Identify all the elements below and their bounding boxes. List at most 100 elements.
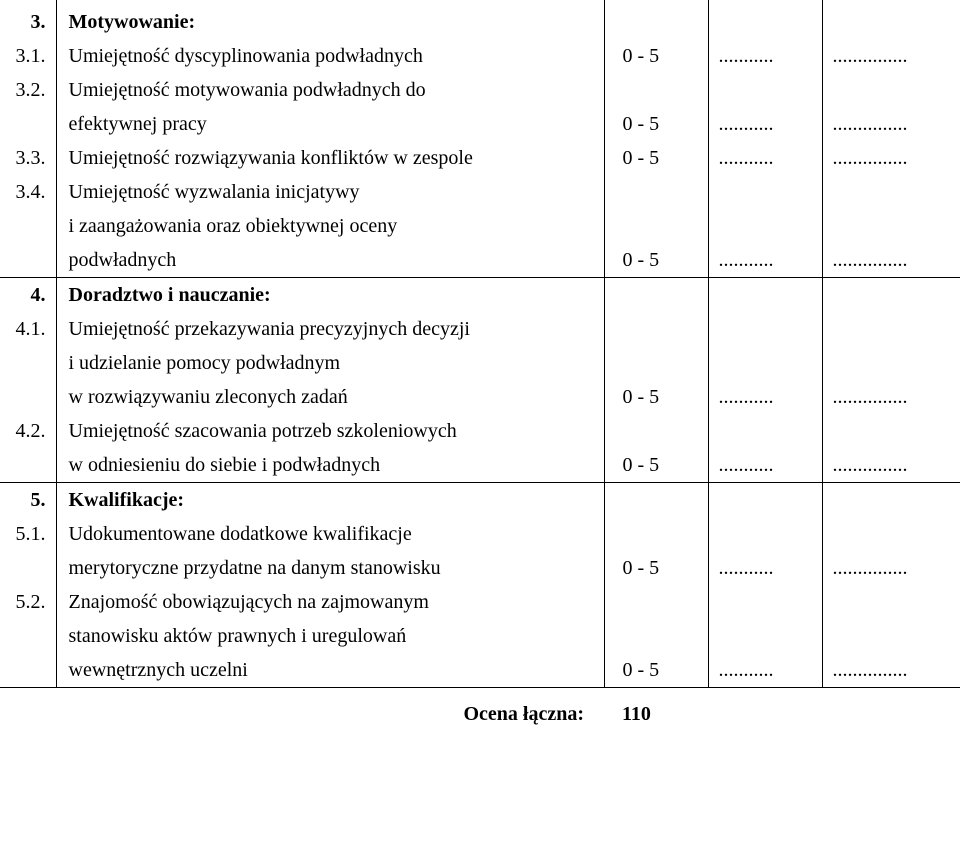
row-text: Umiejętność rozwiązywania konfliktów w z… bbox=[56, 141, 604, 175]
row-dots-2: ............... bbox=[822, 39, 960, 73]
row-number: 3.2. bbox=[0, 73, 56, 107]
row-score bbox=[604, 619, 708, 653]
row-dots-2 bbox=[822, 175, 960, 209]
table-row: 3.3.Umiejętność rozwiązywania konfliktów… bbox=[0, 141, 960, 175]
table-row: 5.1.Udokumentowane dodatkowe kwalifikacj… bbox=[0, 517, 960, 551]
row-number bbox=[0, 448, 56, 483]
row-dots-2 bbox=[822, 346, 960, 380]
row-text: Umiejętność wyzwalania inicjatywy bbox=[56, 175, 604, 209]
table-row: 4.1.Umiejętność przekazywania precyzyjny… bbox=[0, 312, 960, 346]
row-number: 3. bbox=[0, 0, 56, 39]
row-text: efektywnej pracy bbox=[56, 107, 604, 141]
row-number: 3.1. bbox=[0, 39, 56, 73]
row-dots-2: ............... bbox=[822, 448, 960, 483]
row-score bbox=[604, 483, 708, 518]
row-number bbox=[0, 619, 56, 653]
table-row: podwładnych0 - 5........................… bbox=[0, 243, 960, 278]
row-score bbox=[604, 73, 708, 107]
row-text: Umiejętność przekazywania precyzyjnych d… bbox=[56, 312, 604, 346]
table-row: i udzielanie pomocy podwładnym bbox=[0, 346, 960, 380]
table-row: w rozwiązywaniu zleconych zadań0 - 5....… bbox=[0, 380, 960, 414]
total-empty bbox=[0, 688, 56, 741]
row-score bbox=[604, 0, 708, 39]
row-text: podwładnych bbox=[56, 243, 604, 278]
row-dots-1: ........... bbox=[708, 39, 822, 73]
row-score bbox=[604, 278, 708, 313]
row-dots-2 bbox=[822, 209, 960, 243]
total-value: 110 bbox=[604, 688, 708, 741]
row-number: 4. bbox=[0, 278, 56, 313]
row-number bbox=[0, 209, 56, 243]
row-dots-2: ............... bbox=[822, 653, 960, 688]
row-text: Znajomość obowiązujących na zajmowanym bbox=[56, 585, 604, 619]
row-dots-2 bbox=[822, 483, 960, 518]
row-score bbox=[604, 346, 708, 380]
row-dots-2 bbox=[822, 414, 960, 448]
row-dots-2: ............... bbox=[822, 141, 960, 175]
row-text: Motywowanie: bbox=[56, 0, 604, 39]
row-dots-1 bbox=[708, 585, 822, 619]
row-dots-2 bbox=[822, 585, 960, 619]
row-dots-1: ........... bbox=[708, 107, 822, 141]
row-text: Doradztwo i nauczanie: bbox=[56, 278, 604, 313]
table-row: stanowisku aktów prawnych i uregulowań bbox=[0, 619, 960, 653]
row-dots-2 bbox=[822, 619, 960, 653]
row-dots-2: ............... bbox=[822, 380, 960, 414]
row-dots-2 bbox=[822, 312, 960, 346]
row-dots-1 bbox=[708, 278, 822, 313]
row-dots-1 bbox=[708, 312, 822, 346]
row-dots-1 bbox=[708, 517, 822, 551]
row-text: stanowisku aktów prawnych i uregulowań bbox=[56, 619, 604, 653]
row-dots-1 bbox=[708, 209, 822, 243]
table-row: 5.Kwalifikacje: bbox=[0, 483, 960, 518]
row-score bbox=[604, 585, 708, 619]
row-dots-2: ............... bbox=[822, 551, 960, 585]
row-number: 5. bbox=[0, 483, 56, 518]
row-number: 3.3. bbox=[0, 141, 56, 175]
table-row: 4.2.Umiejętność szacowania potrzeb szkol… bbox=[0, 414, 960, 448]
row-number bbox=[0, 653, 56, 688]
row-number: 5.2. bbox=[0, 585, 56, 619]
row-score bbox=[604, 175, 708, 209]
row-dots-1 bbox=[708, 414, 822, 448]
row-score: 0 - 5 bbox=[604, 141, 708, 175]
row-dots-2 bbox=[822, 517, 960, 551]
row-dots-1: ........... bbox=[708, 141, 822, 175]
table-row: i zaangażowania oraz obiektywnej oceny bbox=[0, 209, 960, 243]
table-row: merytoryczne przydatne na danym stanowis… bbox=[0, 551, 960, 585]
row-dots-1: ........... bbox=[708, 653, 822, 688]
table-row: wewnętrznych uczelni0 - 5...............… bbox=[0, 653, 960, 688]
table-row: w odniesieniu do siebie i podwładnych0 -… bbox=[0, 448, 960, 483]
row-dots-2: ............... bbox=[822, 243, 960, 278]
row-dots-1 bbox=[708, 175, 822, 209]
table-row: 4.Doradztwo i nauczanie: bbox=[0, 278, 960, 313]
row-score bbox=[604, 312, 708, 346]
row-text: Kwalifikacje: bbox=[56, 483, 604, 518]
row-dots-1 bbox=[708, 0, 822, 39]
row-text: wewnętrznych uczelni bbox=[56, 653, 604, 688]
table-row: 5.2.Znajomość obowiązujących na zajmowan… bbox=[0, 585, 960, 619]
row-text: Umiejętność szacowania potrzeb szkolenio… bbox=[56, 414, 604, 448]
row-score bbox=[604, 414, 708, 448]
row-score: 0 - 5 bbox=[604, 243, 708, 278]
row-dots-1 bbox=[708, 483, 822, 518]
row-score bbox=[604, 517, 708, 551]
row-text: w rozwiązywaniu zleconych zadań bbox=[56, 380, 604, 414]
row-dots-1: ........... bbox=[708, 448, 822, 483]
row-number bbox=[0, 107, 56, 141]
table-row: 3.4.Umiejętność wyzwalania inicjatywy bbox=[0, 175, 960, 209]
row-score: 0 - 5 bbox=[604, 107, 708, 141]
row-number: 4.2. bbox=[0, 414, 56, 448]
total-empty bbox=[708, 688, 822, 741]
row-number: 3.4. bbox=[0, 175, 56, 209]
row-number: 5.1. bbox=[0, 517, 56, 551]
total-label: Ocena łączna: bbox=[56, 688, 604, 741]
row-score: 0 - 5 bbox=[604, 380, 708, 414]
row-score bbox=[604, 209, 708, 243]
row-text: i udzielanie pomocy podwładnym bbox=[56, 346, 604, 380]
row-number bbox=[0, 243, 56, 278]
row-text: i zaangażowania oraz obiektywnej oceny bbox=[56, 209, 604, 243]
table-row: 3.2.Umiejętność motywowania podwładnych … bbox=[0, 73, 960, 107]
row-dots-1: ........... bbox=[708, 551, 822, 585]
table-row: 3.1.Umiejętność dyscyplinowania podwładn… bbox=[0, 39, 960, 73]
